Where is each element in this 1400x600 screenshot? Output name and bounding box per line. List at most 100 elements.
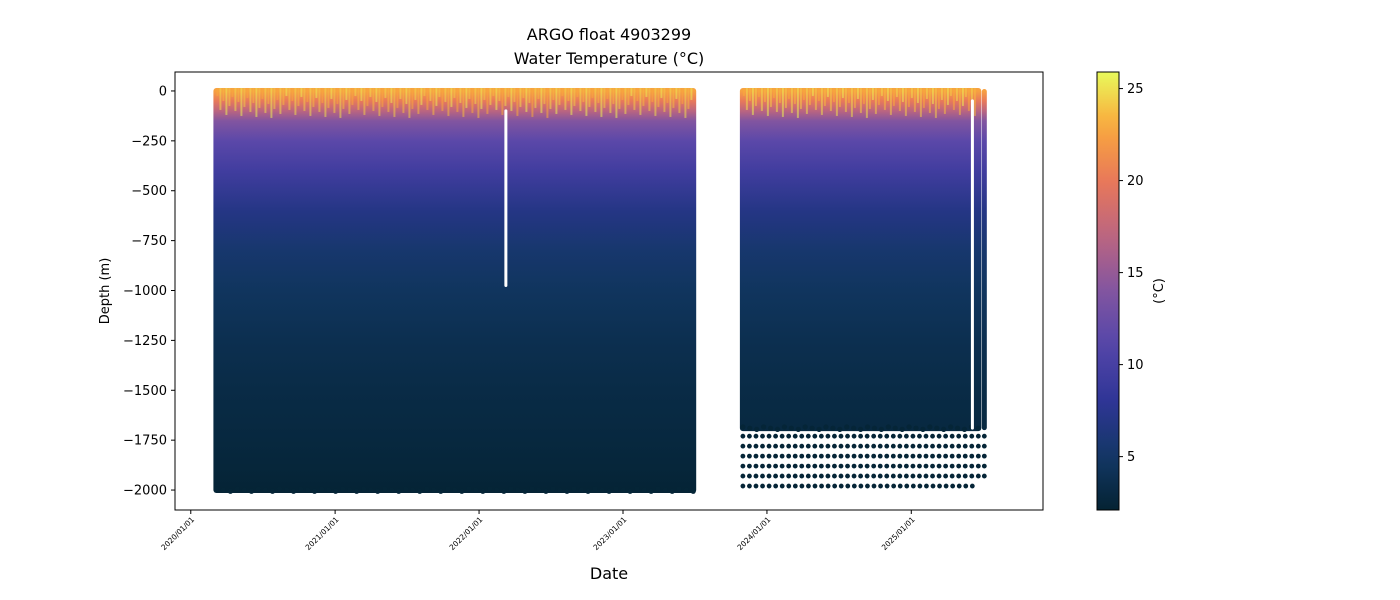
surface-streak <box>567 87 570 101</box>
profile-point <box>923 463 929 469</box>
surface-streak <box>615 87 618 118</box>
profile-point <box>805 473 811 479</box>
surface-streak <box>856 87 859 99</box>
profile-point <box>949 443 955 449</box>
surface-streak <box>844 87 847 112</box>
profile-point <box>890 433 896 439</box>
profile-point <box>969 443 975 449</box>
profile-point <box>761 424 767 430</box>
profile-point <box>779 443 785 449</box>
profile-point <box>962 433 968 439</box>
profile-point <box>923 433 929 439</box>
surface-streak <box>690 87 693 100</box>
surface-streak <box>357 87 360 110</box>
colorbar-tick-label: 15 <box>1127 266 1144 281</box>
profile-point <box>845 453 850 459</box>
surface-streak <box>423 87 426 96</box>
profile-point <box>766 483 772 489</box>
profile-point <box>927 424 933 430</box>
surface-streak <box>393 87 396 117</box>
surface-streak <box>474 87 477 104</box>
surface-streak <box>348 87 351 114</box>
surface-streak <box>516 87 519 116</box>
profile-point <box>936 443 942 449</box>
profile-point <box>774 426 781 432</box>
profile-point <box>969 483 975 489</box>
surface-streak <box>366 87 369 106</box>
profile-point <box>220 487 227 493</box>
surface-streak <box>402 87 405 113</box>
profile-point <box>779 433 785 439</box>
surface-streak <box>300 87 303 97</box>
profile-point <box>851 463 857 469</box>
surface-streak <box>910 87 913 98</box>
profile-point <box>917 443 922 449</box>
profile-point <box>740 463 746 469</box>
surface-streak <box>465 87 468 108</box>
surface-streak <box>642 87 645 106</box>
surface-streak <box>745 87 748 110</box>
profile-point <box>917 463 922 469</box>
profile-point <box>487 486 493 492</box>
profile-point <box>903 453 909 459</box>
profile-point <box>676 486 682 492</box>
profile-point <box>662 487 668 493</box>
profile-point <box>975 443 981 449</box>
profile-point <box>816 426 822 432</box>
profile-point <box>564 488 570 494</box>
profile-point <box>832 473 837 479</box>
profile-point <box>871 453 877 459</box>
profile-point <box>884 473 890 479</box>
profile-band-2 <box>739 87 982 432</box>
profile-point <box>923 453 929 459</box>
surface-streak <box>850 87 853 117</box>
profile-point <box>962 453 968 459</box>
profile-point <box>890 473 896 479</box>
surface-streak <box>967 87 970 111</box>
profile-point <box>943 443 949 449</box>
profile-point <box>683 487 689 493</box>
profile-point <box>930 443 935 449</box>
surface-streak <box>507 87 510 97</box>
surface-streak <box>342 87 345 109</box>
surface-streak <box>420 87 423 105</box>
surface-streak <box>399 87 402 99</box>
surface-streak <box>675 87 678 99</box>
profile-point <box>786 483 792 489</box>
surface-streak <box>360 87 363 101</box>
profile-point <box>792 463 798 469</box>
surface-streak <box>763 87 766 102</box>
profile-point <box>786 463 792 469</box>
profile-point <box>910 463 916 469</box>
surface-streak <box>805 87 808 114</box>
surface-streak <box>669 87 672 117</box>
profile-point <box>950 483 956 489</box>
profile-point <box>917 433 922 439</box>
profile-point <box>592 486 598 492</box>
profile-point <box>760 453 765 459</box>
surface-streak <box>279 87 282 114</box>
surface-streak <box>519 87 522 107</box>
surface-streak <box>883 87 886 110</box>
profile-point <box>877 433 883 439</box>
surface-streak <box>246 87 249 98</box>
surface-streak <box>904 87 907 116</box>
profile-point <box>832 433 837 439</box>
surface-streak <box>222 87 225 101</box>
profile-point <box>669 488 675 494</box>
y-tick-label: −1500 <box>123 384 167 399</box>
surface-streak <box>327 87 330 108</box>
profile-point <box>389 487 395 493</box>
surface-streak <box>303 87 306 111</box>
profile-point <box>851 443 857 449</box>
surface-streak <box>498 87 501 101</box>
surface-streak <box>663 87 666 112</box>
profile-point <box>753 473 759 479</box>
profile-point <box>740 443 746 449</box>
profile-point <box>981 433 987 439</box>
profile-point <box>930 483 936 489</box>
surface-streak <box>895 87 898 97</box>
surface-streak <box>958 87 961 115</box>
profile-band-1 <box>213 87 697 494</box>
surface-streak <box>820 87 823 115</box>
